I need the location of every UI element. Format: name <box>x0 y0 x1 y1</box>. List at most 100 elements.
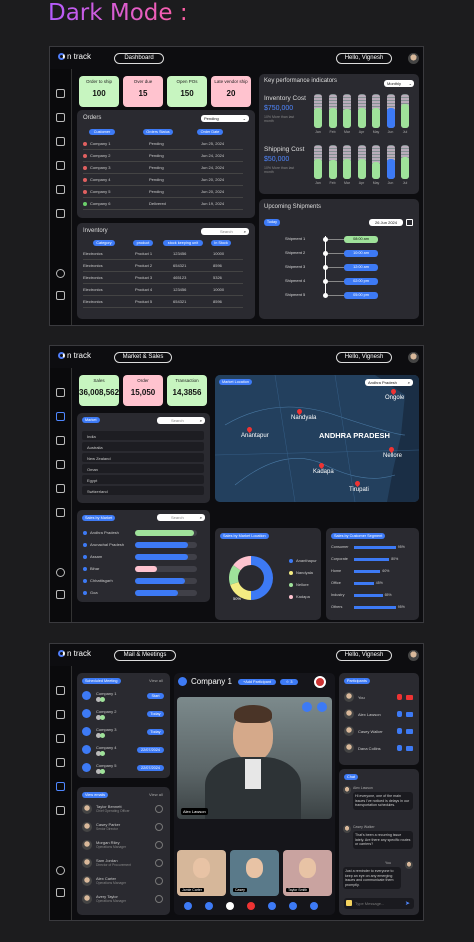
mic-icon[interactable] <box>397 711 402 717</box>
camera-icon[interactable] <box>406 746 413 751</box>
mic-icon[interactable] <box>317 702 327 712</box>
bar-fill[interactable] <box>357 158 366 179</box>
screen-share-icon[interactable] <box>205 902 213 910</box>
orders-filter[interactable]: Pending ⌄ <box>201 115 249 122</box>
segment-bar[interactable] <box>354 582 374 585</box>
avatar[interactable] <box>408 650 419 661</box>
column-header[interactable]: Orders Status <box>143 129 173 135</box>
sales-row[interactable]: Goa <box>83 590 98 595</box>
greeting[interactable]: Hello, Vignesh <box>336 650 392 661</box>
mic-icon[interactable] <box>397 728 402 734</box>
kpi-card[interactable]: Open POs 150 <box>167 76 207 107</box>
date-field[interactable]: 26 Jun 2024 <box>369 219 403 226</box>
meeting-action-button[interactable]: Start <box>147 693 164 699</box>
bar-fill[interactable] <box>357 107 366 128</box>
table-row[interactable]: Company 3 <box>83 165 249 173</box>
column-header[interactable]: product <box>133 240 153 246</box>
shipment-time[interactable]: 02:00 pm <box>344 278 378 285</box>
shipment-time[interactable]: 10:00 am <box>344 250 378 257</box>
segment-bar[interactable] <box>354 606 396 609</box>
bar-fill[interactable] <box>314 158 322 179</box>
layers-icon[interactable] <box>56 137 65 146</box>
meetings-view-all[interactable]: View all <box>149 678 163 683</box>
greeting[interactable]: Hello, Vignesh <box>336 352 392 363</box>
column-header[interactable]: stock keeping unit <box>163 240 203 246</box>
market-row[interactable] <box>82 442 204 451</box>
mail-icon[interactable] <box>155 805 163 813</box>
video-icon[interactable] <box>184 902 192 910</box>
chart-icon[interactable] <box>56 710 65 719</box>
kpi-card[interactable]: Late vendor ship 20 <box>211 76 251 107</box>
pin-icon[interactable] <box>302 702 312 712</box>
bar-fill[interactable] <box>343 109 351 128</box>
logout-icon[interactable] <box>56 291 65 300</box>
mic-icon[interactable] <box>397 694 402 700</box>
state-select[interactable]: Andhra Pradesh ⌕ <box>365 379 413 386</box>
gear-icon[interactable] <box>56 568 65 577</box>
mail-icon[interactable] <box>155 841 163 849</box>
bar-fill[interactable] <box>386 107 395 128</box>
participant-video[interactable]: Casey <box>230 850 279 896</box>
kpi-card[interactable]: Order 15,050 <box>123 375 163 406</box>
bar-fill[interactable] <box>328 160 337 179</box>
kpi-card[interactable]: Order to ship 100 <box>79 76 119 107</box>
donut-slice[interactable] <box>230 582 251 600</box>
sales-row[interactable]: Andhra Pradesh <box>83 530 119 535</box>
mail-icon[interactable] <box>155 823 163 831</box>
chart-icon[interactable] <box>56 412 65 421</box>
mail-icon[interactable] <box>155 859 163 867</box>
mail-icon[interactable] <box>56 185 65 194</box>
box-icon[interactable] <box>56 758 65 767</box>
mic-icon[interactable] <box>397 745 402 751</box>
add-participant-button[interactable]: +Add Participant <box>238 679 276 685</box>
sales-row[interactable]: Arunachal Pradesh <box>83 542 124 547</box>
layers-icon[interactable] <box>56 436 65 445</box>
bar-fill[interactable] <box>401 104 409 128</box>
logout-icon[interactable] <box>56 590 65 599</box>
sales-row[interactable]: Bihar <box>83 566 99 571</box>
chat-icon[interactable] <box>268 902 276 910</box>
chat-input[interactable]: Type Message... ➤ <box>344 898 414 909</box>
kpi-card[interactable]: Sales 36,008,562 <box>79 375 119 406</box>
table-row[interactable]: Company 1 <box>83 141 249 149</box>
layers-icon[interactable] <box>56 734 65 743</box>
meeting-action-button[interactable]: Today <box>147 729 164 735</box>
people-icon[interactable] <box>289 902 297 910</box>
box-icon[interactable] <box>56 161 65 170</box>
bar-fill[interactable] <box>343 158 351 179</box>
truck-icon[interactable] <box>56 508 65 517</box>
table-row[interactable]: Company 5 <box>83 189 249 197</box>
shipment-time[interactable]: 05:00 pm <box>344 292 378 299</box>
bar-fill[interactable] <box>401 156 409 179</box>
column-header[interactable]: Order Date <box>197 129 223 135</box>
truck-icon[interactable] <box>56 806 65 815</box>
donut-slice[interactable] <box>229 565 241 585</box>
inventory-search[interactable]: Search ⌕ <box>201 228 249 235</box>
camera-icon[interactable] <box>406 729 413 734</box>
participant-video[interactable]: Taylor Smith <box>283 850 332 896</box>
column-header[interactable]: In Stock <box>211 240 231 246</box>
meeting-action-button[interactable]: 22/07/2024 <box>137 747 164 753</box>
column-header[interactable]: Category <box>93 240 115 246</box>
table-row[interactable]: Company 4 <box>83 177 249 185</box>
bar-fill[interactable] <box>314 107 322 128</box>
calendar-icon[interactable] <box>406 219 413 226</box>
mail-icon[interactable] <box>155 877 163 885</box>
sales-row[interactable]: Assam <box>83 554 102 559</box>
donut-slice[interactable] <box>251 556 273 600</box>
sales-row[interactable]: Chhattisgarh <box>83 578 113 583</box>
market-search[interactable]: Search ⌕ <box>157 417 205 424</box>
segment-bar[interactable] <box>354 546 396 549</box>
map-panel[interactable]: Market Location Andhra Pradesh ⌕ Nandyala… <box>215 375 419 502</box>
emails-view-all[interactable]: View all <box>149 792 163 797</box>
home-icon[interactable] <box>56 686 65 695</box>
segment-bar[interactable] <box>354 594 383 597</box>
more-icon[interactable] <box>310 902 318 910</box>
shipment-time[interactable]: 08:00 am <box>344 236 378 243</box>
meeting-action-button[interactable]: Today <box>147 711 164 717</box>
column-header[interactable]: Customer <box>89 129 115 135</box>
avatar[interactable] <box>408 53 419 64</box>
meeting-action-button[interactable]: 22/07/2024 <box>137 765 164 771</box>
greeting[interactable]: Hello, Vignesh <box>336 53 392 64</box>
segment-bar[interactable] <box>354 558 390 561</box>
